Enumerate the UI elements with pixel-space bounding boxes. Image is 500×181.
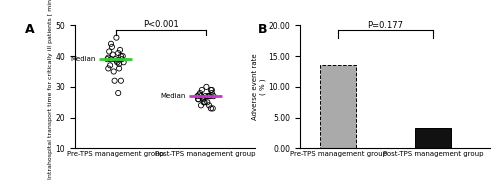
- Point: [200, 101, 208, 104]
- Point: [109, 53, 117, 56]
- Point: [204, 101, 212, 104]
- Point: [106, 64, 114, 67]
- Point: [194, 98, 202, 101]
- Y-axis label: Intrahospital transport time for critically ill patients [ min ]: Intrahospital transport time for critica…: [48, 0, 53, 179]
- Bar: [320, 65, 356, 148]
- Point: [104, 56, 112, 59]
- Text: P<0.001: P<0.001: [142, 20, 178, 29]
- Point: [202, 85, 210, 88]
- Point: [204, 95, 212, 98]
- Point: [208, 92, 216, 94]
- Bar: [415, 128, 451, 148]
- Point: [200, 101, 207, 104]
- Point: [114, 92, 122, 94]
- Point: [120, 61, 128, 64]
- Point: [112, 59, 120, 62]
- Point: [206, 95, 214, 98]
- Point: [110, 79, 118, 82]
- Point: [118, 55, 126, 58]
- Point: [104, 58, 112, 61]
- Point: [205, 95, 213, 98]
- Point: [117, 79, 125, 82]
- Point: [114, 52, 122, 54]
- Point: [112, 58, 120, 61]
- Point: [199, 96, 207, 99]
- Text: P=0.177: P=0.177: [368, 21, 404, 30]
- Text: A: A: [24, 23, 34, 36]
- Point: [115, 67, 123, 70]
- Text: Median: Median: [70, 56, 96, 62]
- Point: [194, 98, 202, 101]
- Point: [194, 95, 202, 98]
- Text: B: B: [258, 23, 268, 36]
- Point: [118, 58, 126, 61]
- Point: [210, 95, 218, 98]
- Point: [197, 104, 205, 107]
- Point: [107, 42, 115, 45]
- Text: Median: Median: [160, 93, 186, 99]
- Point: [202, 95, 209, 98]
- Point: [208, 89, 216, 91]
- Point: [208, 107, 216, 110]
- Point: [110, 70, 118, 73]
- Point: [107, 58, 115, 61]
- Point: [207, 89, 215, 91]
- Point: [116, 49, 124, 51]
- Point: [199, 98, 207, 101]
- Point: [207, 107, 215, 110]
- Point: [205, 104, 213, 107]
- Point: [115, 62, 123, 65]
- Point: [114, 61, 122, 64]
- Point: [198, 89, 206, 91]
- Point: [104, 67, 112, 70]
- Point: [112, 36, 120, 39]
- Point: [196, 92, 204, 94]
- Point: [197, 95, 205, 98]
- Y-axis label: Adverse event rate
( % ): Adverse event rate ( % ): [252, 54, 266, 120]
- Point: [117, 55, 125, 58]
- Point: [105, 50, 113, 53]
- Point: [195, 93, 203, 96]
- Point: [108, 45, 116, 48]
